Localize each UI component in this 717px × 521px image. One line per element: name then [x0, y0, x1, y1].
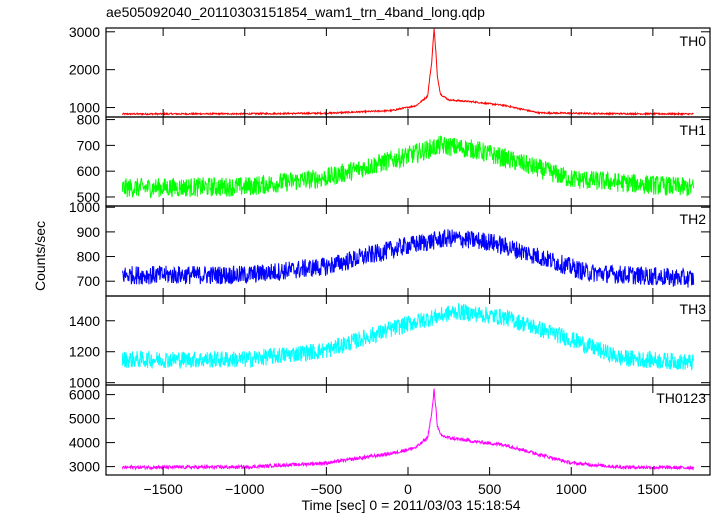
x-axis-label: Time [sec] 0 = 2011/03/03 15:18:54 — [301, 497, 520, 513]
panel-th1: TH1 500 600 700 800 — [77, 112, 711, 207]
x-tick-label: −500 — [311, 481, 343, 497]
y-tick-label: 1400 — [69, 313, 100, 329]
y-tick-label: 6000 — [69, 387, 100, 403]
panel-label: TH1 — [680, 122, 707, 138]
y-tick-label: 600 — [77, 163, 101, 179]
panel-th3: TH3 1000 1200 1400 — [69, 295, 711, 391]
y-tick-label: 3000 — [69, 459, 100, 475]
y-tick-label: 5000 — [69, 411, 100, 427]
y-tick-label: 500 — [77, 189, 101, 205]
x-tick-label: 1500 — [637, 481, 668, 497]
y-tick-label: 4000 — [69, 435, 100, 451]
y-tick-label: 900 — [77, 224, 101, 240]
x-tick-label: −1500 — [143, 481, 183, 497]
series-line-th1 — [121, 134, 695, 199]
panel-label: TH0123 — [656, 390, 706, 406]
series-line-th0 — [121, 28, 694, 117]
y-tick-label: 1000 — [69, 375, 100, 391]
y-tick-label: 3000 — [69, 24, 100, 40]
y-tick-label: 2000 — [69, 62, 100, 78]
panel-frame — [105, 295, 711, 386]
y-tick-label: 800 — [77, 249, 101, 265]
panel-label: TH3 — [680, 301, 707, 317]
x-tick-label: 1000 — [556, 481, 587, 497]
y-tick-label: 1000 — [69, 100, 100, 116]
x-tick-label: 0 — [404, 481, 412, 497]
panel-th2: TH2 700 800 900 1000 — [69, 199, 711, 297]
series-line-th2 — [121, 229, 695, 288]
series-line-th3 — [121, 303, 695, 371]
panel-th0: TH0 1000 2000 3000 — [69, 24, 711, 118]
panel-th0123: TH0123 3000 4000 5000 6000 −1500 −1000 −500 0 500… — [69, 384, 711, 497]
y-tick-label: 800 — [77, 112, 101, 128]
panel-frame — [105, 384, 711, 476]
panel-label: TH0 — [680, 33, 707, 49]
y-tick-label: 700 — [77, 273, 101, 289]
y-axis-label: Counts/sec — [32, 221, 48, 291]
x-tick-label: 500 — [478, 481, 502, 497]
y-tick-label: 1000 — [69, 199, 100, 215]
x-tick-label: −1000 — [225, 481, 265, 497]
y-tick-label: 1200 — [69, 344, 100, 360]
series-line-th0123 — [121, 388, 695, 472]
chart-title: ae505092040_20110303151854_wam1_trn_4ban… — [106, 4, 485, 20]
panels: TH0 1000 2000 3000 TH1 500 600 700 800 TH2 700 800 9… — [69, 24, 711, 497]
panel-label: TH2 — [680, 211, 707, 227]
panel-frame — [105, 27, 711, 118]
y-tick-label: 700 — [77, 137, 101, 153]
